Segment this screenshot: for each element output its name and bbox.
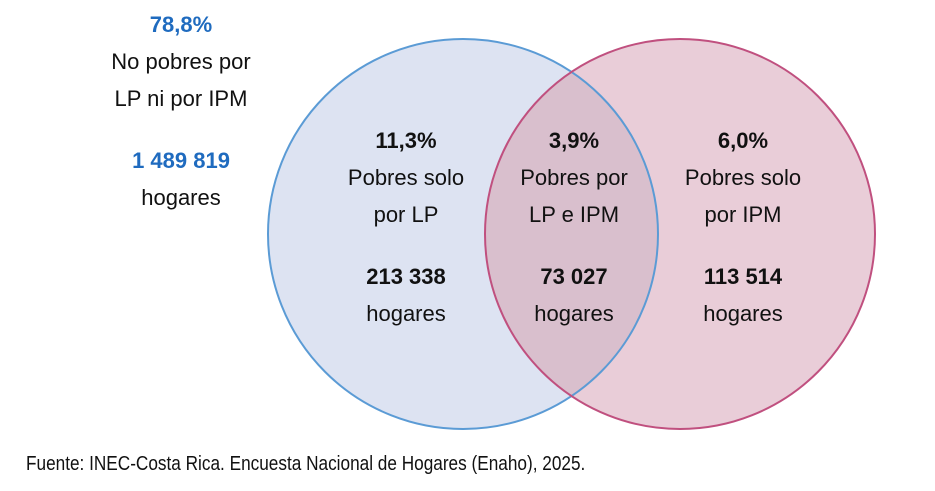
both-households-count: 73 027: [540, 264, 608, 289]
overlap-region: [485, 39, 658, 429]
lp-circle-outline: [267, 38, 659, 430]
only-ipm-label-line1: Pobres solo: [684, 165, 802, 190]
both-households-label: hogares: [534, 301, 614, 326]
outside-households-group: 1 489 819 hogares: [132, 142, 230, 216]
both-label-line2: LP e IPM: [528, 202, 620, 227]
outside-label-line2: LP ni por IPM: [114, 86, 248, 111]
only-ipm-households-label: hogares: [703, 301, 783, 326]
both-households-group: 73 027 hogares: [534, 258, 614, 332]
only-lp-label-line1: Pobres solo: [347, 165, 465, 190]
both-label-line1: Pobres por: [520, 165, 628, 190]
outside-label-line1: No pobres por: [111, 49, 251, 74]
outside-label-group: 78,8% No pobres por LP ni por IPM: [111, 6, 250, 117]
only-ipm-households-count: 113 514: [703, 264, 783, 289]
only-lp-percent: 11,3%: [375, 128, 437, 153]
outside-households-label: hogares: [141, 185, 221, 210]
both-percent: 3,9%: [548, 128, 600, 153]
only-ipm-percent: 6,0%: [717, 128, 769, 153]
only-ipm-households-group: 113 514 hogares: [703, 258, 783, 332]
only-lp-label-line2: por LP: [373, 202, 439, 227]
both-label-group: 3,9% Pobres por LP e IPM: [520, 122, 628, 233]
only-lp-households-count: 213 338: [366, 264, 446, 289]
only-ipm-label-line2: por IPM: [704, 202, 782, 227]
outside-households-count: 1 489 819: [132, 148, 230, 173]
ipm-circle-outline: [484, 38, 876, 430]
only-lp-label-group: 11,3% Pobres solo por LP: [348, 122, 464, 233]
only-lp-households-label: hogares: [366, 301, 446, 326]
only-ipm-label-group: 6,0% Pobres solo por IPM: [685, 122, 801, 233]
source-note: Fuente: INEC-Costa Rica. Encuesta Nacion…: [26, 453, 586, 475]
only-lp-households-group: 213 338 hogares: [366, 258, 446, 332]
outside-percent: 78,8%: [149, 12, 213, 37]
